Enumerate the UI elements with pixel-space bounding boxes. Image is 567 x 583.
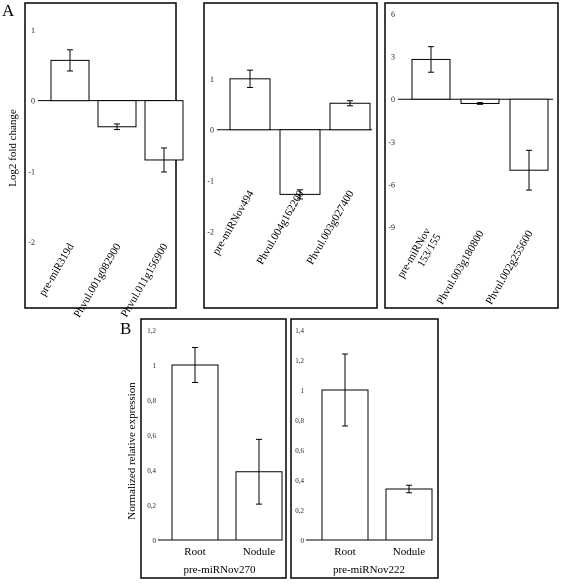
- y-tick-label: -3: [388, 138, 395, 147]
- category-label: Root: [334, 546, 355, 558]
- y-tick-label: 0,6: [147, 432, 156, 440]
- chart-panel-a3: 630-3-6-9 pre-miRNov153/155Phvul.003g1808…: [384, 2, 559, 309]
- y-axis-title-log2: Log2 fold change: [7, 109, 19, 187]
- category-label: pre-miRNov494: [210, 188, 257, 257]
- y-tick-label: 0: [31, 97, 35, 106]
- y-tick-label: 0,4: [147, 467, 156, 475]
- y-tick-label: 1: [210, 75, 214, 84]
- y-tick-label: 1: [301, 387, 305, 395]
- x-axis-title: pre-miRNov222: [333, 564, 405, 576]
- category-label: Nodule: [243, 546, 276, 558]
- category-label: Phvul.004g162200: [254, 188, 306, 267]
- panel-label-b: B: [120, 319, 131, 338]
- y-tick-label: -2: [207, 228, 214, 237]
- y-tick-label: 0,2: [295, 507, 304, 515]
- category-label: Phvul.003g027400: [304, 188, 356, 267]
- y-tick-label: 1,4: [295, 327, 304, 335]
- chart-panel-a2: 1 0 -1 -2pre-miRNov494Phvul.004g162200Phvul…: [203, 2, 378, 309]
- y-tick-label: 1,2: [147, 327, 156, 335]
- y-tick-label: 0: [210, 126, 214, 135]
- bar: [97, 100, 137, 128]
- category-label: Phvul.002g255600: [483, 228, 535, 307]
- bar: [279, 129, 321, 195]
- y-tick-label: -2: [28, 238, 35, 247]
- panel-frame: [140, 318, 287, 579]
- y-tick-label: -1: [207, 177, 214, 186]
- chart-panel-b1: 0 0,2 0,4 0,6 0,8 1 1,2 Root Nodule pre-miRNov270: [140, 318, 287, 579]
- y-tick-label: 0: [301, 537, 305, 545]
- y-tick-label: 0: [391, 95, 395, 104]
- y-tick-label: 1,2: [295, 357, 304, 365]
- x-axis-title: pre-miRNov270: [183, 564, 256, 576]
- panel-label-a: A: [2, 1, 15, 20]
- y-tick-label: 3: [391, 53, 395, 62]
- y-tick-label: 0,8: [295, 417, 304, 425]
- panel-frame: [384, 2, 559, 309]
- category-label: Nodule: [393, 546, 426, 558]
- panel-frame: [290, 318, 439, 579]
- y-tick-label: 0,8: [147, 397, 156, 405]
- bar: [329, 102, 371, 131]
- bar: [171, 364, 219, 541]
- y-axis-title-expression: Normalized relative expression: [126, 382, 138, 520]
- chart-panel-a1: 10-1-2 pre-miR319dPhvul.001g082900Phvul.0…: [24, 2, 184, 320]
- y-tick-label: -1: [28, 167, 35, 176]
- y-tick-label: -6: [388, 180, 395, 189]
- category-label: pre-miR319d: [37, 241, 77, 298]
- bar: [385, 488, 433, 541]
- y-tick-label: 0,4: [295, 477, 304, 485]
- panel-frame: [203, 2, 378, 309]
- category-label: pre-miRNov153/155: [395, 226, 444, 287]
- y-tick-label: -9: [388, 223, 395, 232]
- y-tick-label: 0,2: [147, 502, 156, 510]
- category-label: Root: [184, 546, 205, 558]
- chart-panel-b2: 0 0,2 0,4 0,6 0,8 1 1,2 1,4 Root Nodule pre-miRNov…: [290, 318, 439, 579]
- y-tick-label: 0: [153, 537, 157, 545]
- y-tick-label: 0,6: [295, 447, 304, 455]
- y-tick-label: 1: [153, 362, 157, 370]
- y-tick-label: 1: [31, 26, 35, 35]
- y-tick-label: 6: [391, 10, 395, 19]
